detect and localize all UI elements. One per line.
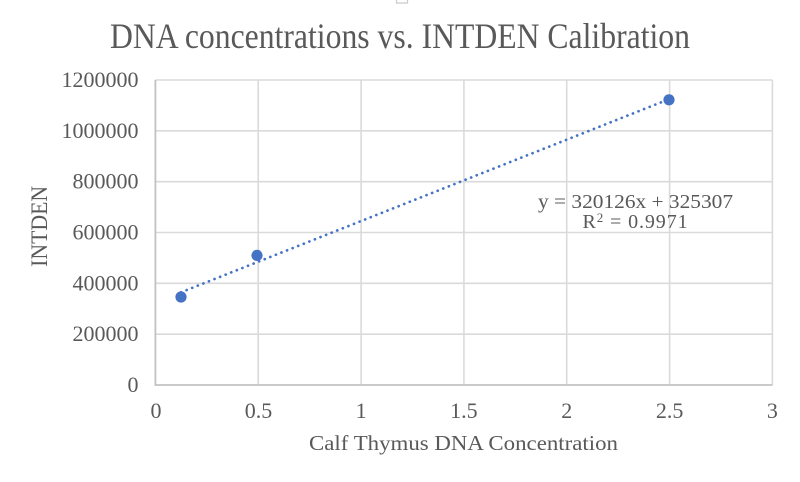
svg-text:0.5: 0.5 [245,398,273,423]
svg-text:600000: 600000 [73,220,139,245]
svg-text:INTDEN: INTDEN [27,186,52,267]
svg-text:800000: 800000 [73,169,139,194]
svg-text:0: 0 [151,398,162,423]
svg-text:0: 0 [128,372,139,397]
svg-text:400000: 400000 [73,270,139,295]
svg-text:2.5: 2.5 [656,398,684,423]
svg-text:y = 320126x + 325307: y = 320126x + 325307 [538,191,733,213]
svg-text:2: 2 [561,398,572,423]
svg-text:3: 3 [767,398,778,423]
svg-text:DNA concentrations vs. INTDEN: DNA concentrations vs. INTDEN Calibratio… [110,16,690,56]
svg-text:1.5: 1.5 [450,398,478,423]
svg-text:Calf Thymus DNA Concentration: Calf Thymus DNA Concentration [309,431,619,455]
svg-text:1000000: 1000000 [62,118,139,143]
svg-text:200000: 200000 [73,321,139,346]
svg-text:1200000: 1200000 [62,67,139,92]
svg-text:1: 1 [356,398,367,423]
svg-text:R2 = 0.9971: R2 = 0.9971 [582,210,688,233]
